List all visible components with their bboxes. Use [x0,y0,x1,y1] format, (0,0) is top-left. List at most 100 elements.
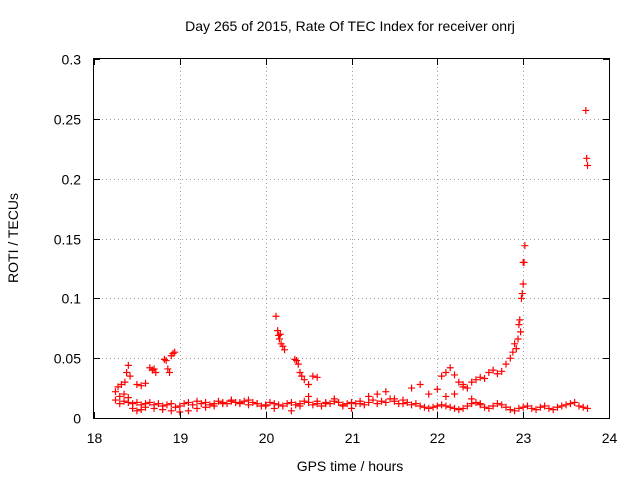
x-tick-label: 18 [87,430,103,446]
data-point [498,401,506,409]
grid [94,59,609,418]
data-point [313,373,321,381]
data-point [446,403,454,411]
data-point [459,380,467,388]
data-point [476,373,484,381]
data-point [298,372,306,380]
data-point [176,402,184,410]
data-point [275,401,283,409]
data-point [365,392,373,400]
data-point [584,404,592,412]
data-point [528,404,536,412]
data-point [511,407,519,415]
data-point [583,154,591,162]
data-point [214,397,222,405]
data-point [515,321,523,329]
y-tick-label: 0.15 [54,232,81,248]
data-point [283,400,291,408]
data-point [335,398,343,406]
data-point [541,402,549,410]
data-point [309,401,317,409]
data-point [516,316,524,324]
data-point [536,403,544,411]
data-point [429,403,437,411]
data-point [451,404,458,412]
axis-ticks [94,59,610,419]
data-point [275,331,283,339]
data-point [360,401,368,409]
data-point [292,401,300,409]
data-point [369,396,377,404]
data-point [348,404,355,412]
data-point [184,398,192,406]
data-point [515,404,523,412]
data-point [116,400,124,408]
x-tick-label: 20 [259,430,275,446]
data-point [481,403,489,411]
data-point [169,349,177,357]
data-point [472,398,480,406]
data-point [159,406,167,414]
data-point [249,398,257,406]
data-point [133,380,141,388]
data-point [279,342,287,350]
data-point [120,390,128,398]
data-point [164,365,172,373]
data-point [202,403,210,411]
data-point [262,402,270,410]
data-point [287,398,295,406]
data-point [476,400,484,408]
series-22h-rise [438,242,529,392]
data-point [163,401,171,409]
data-point [116,392,124,400]
data-point [493,400,501,408]
data-point [571,398,579,406]
data-point [276,330,284,338]
series-20h-event [272,312,321,388]
data-point [489,366,497,374]
data-point [305,392,313,400]
data-point [137,406,145,414]
data-point [502,403,510,411]
data-point [133,407,141,415]
data-point [120,397,128,405]
data-point [275,335,283,343]
data-point [293,357,301,365]
data-point [433,385,441,393]
data-point [150,404,158,412]
data-point [274,327,282,335]
data-point [167,400,175,408]
data-point [142,379,149,387]
data-point [451,371,458,379]
data-point [180,400,188,408]
data-point [291,355,299,363]
data-point [498,367,506,375]
data-point [300,397,308,405]
data-point [294,360,302,368]
data-point [509,348,517,356]
data-point [579,403,587,411]
data-point [184,407,192,415]
data-point [442,402,450,410]
data-point [408,401,416,409]
data-point [365,398,373,406]
y-tick-label: 0 [73,411,81,427]
data-point [129,404,137,412]
x-tick-label: 22 [430,430,446,446]
data-point [520,258,528,266]
data-point [519,403,527,411]
data-point [408,384,416,392]
data-point [150,365,158,373]
data-point [517,294,525,302]
data-point [582,106,590,114]
data-point [416,380,424,388]
data-point [167,407,175,415]
data-point [420,403,428,411]
data-point [425,390,433,398]
data-point [378,397,386,405]
data-point [322,400,330,408]
data-point [330,395,338,403]
x-tick-label: 19 [173,430,189,446]
data-point [489,402,497,410]
data-point [433,402,441,410]
